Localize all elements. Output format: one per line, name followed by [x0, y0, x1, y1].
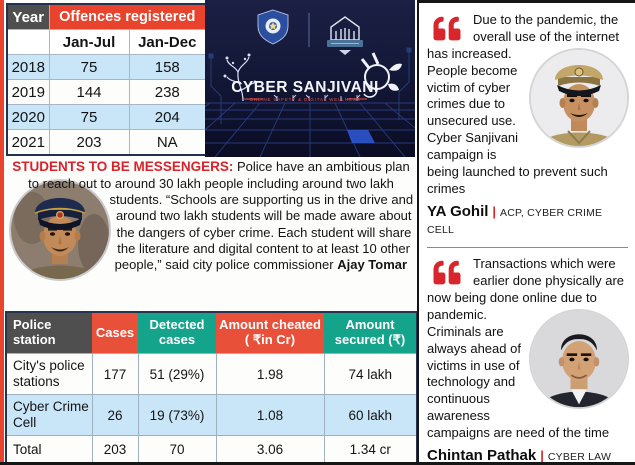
table-cell: City's police stations — [5, 353, 93, 395]
table-cell: 144 — [48, 79, 130, 105]
expert-avatar — [528, 308, 630, 414]
table-row: 2019 144 238 — [6, 79, 207, 105]
table-cell: 158 — [128, 54, 207, 80]
table-cell: 203 — [91, 435, 139, 465]
table-cell: NA — [128, 129, 207, 156]
quote-block-gohil: Due to the pandemic, the overall use of — [427, 12, 630, 238]
table-cell: 204 — [128, 104, 207, 130]
col-header: Amount secured (₹) — [324, 312, 417, 354]
table-cell: 1.34 cr — [323, 435, 418, 465]
table-cell: 2020 — [6, 104, 50, 130]
attribution-separator: | — [492, 203, 497, 219]
students-text: Police have an ambitious plan to — [28, 159, 410, 191]
table-cell: 3.06 — [215, 435, 325, 465]
table-cell: 2018 — [6, 54, 50, 80]
table-cell: 2021 — [6, 129, 50, 156]
table-row: City's police stations 177 51 (29%) 1.98… — [5, 353, 418, 395]
table-cell: 74 lakh — [323, 353, 418, 395]
table-cell: 203 — [48, 129, 130, 156]
banner-tagline: ONLINE SAFETY & DIGITAL WELLNESS — [249, 97, 360, 102]
table-cell: 75 — [48, 104, 130, 130]
table-row: 2018 75 158 — [6, 54, 207, 80]
col-header: Cases — [92, 312, 138, 354]
table-header-row: Police station Cases Detected cases Amou… — [6, 312, 417, 354]
table-cell: 1.08 — [215, 394, 325, 436]
table-row: 2020 75 204 — [6, 104, 207, 130]
speaker-name: YA Gohil — [427, 202, 489, 220]
left-accent-bar — [0, 0, 4, 465]
table-cell: 60 lakh — [323, 394, 418, 436]
speaker-role: CYBER LAW EXPERT — [547, 450, 612, 463]
attribution: Chintan Pathak|CYBER LAW EXPERT — [427, 442, 630, 465]
students-lead: STUDENTS TO BE MESSENGERS: — [12, 159, 234, 174]
speaker-role: ACP, CYBER CRIME CELL — [427, 206, 603, 237]
quotes-column: Due to the pandemic, the overall use of — [417, 0, 635, 465]
table-cell: 70 — [137, 435, 217, 465]
table-cell: 2019 — [6, 79, 50, 105]
quote-left-icon — [427, 15, 467, 42]
empty-cell — [6, 29, 50, 55]
table-row: Cyber Crime Cell 26 19 (73%) 1.08 60 lak… — [5, 394, 418, 436]
students-note: STUDENTS TO BE MESSENGERS: Police have a… — [8, 159, 414, 292]
table-cell: 19 (73%) — [137, 394, 217, 436]
year-header: Year — [6, 3, 50, 30]
attribution: YA Gohil | ACP, CYBER CRIME CELL — [427, 198, 630, 238]
attribution-separator: | — [540, 447, 544, 463]
offences-table: Year Offences registered Jan-Jul Jan-Dec… — [6, 3, 208, 156]
stations-table: Police station Cases Detected cases Amou… — [5, 311, 418, 465]
heritage-gate-icon — [327, 16, 363, 55]
table-cell: Cyber Crime Cell — [5, 394, 93, 436]
table-cell: Total — [5, 435, 93, 465]
offences-title: Offences registered — [48, 3, 207, 30]
quote-text: pandemic. Criminals are always ahead of … — [427, 306, 610, 441]
col-header: Detected cases — [138, 312, 216, 354]
col-header: Police station — [6, 312, 92, 354]
col-header: Jan-Dec — [128, 29, 207, 55]
table-cell: 238 — [128, 79, 207, 105]
commissioner-avatar — [8, 178, 112, 290]
quote-text: Transactions which were earlier done phy… — [427, 256, 625, 305]
table-row: Total 203 70 3.06 1.34 cr — [5, 435, 418, 465]
table-cell: 177 — [91, 353, 139, 395]
quote-text: Due to the pandemic, the overall use of — [473, 12, 619, 44]
quote-text: the internet has increased. People becom… — [427, 28, 619, 196]
quote-divider — [427, 247, 628, 249]
power-plug-icon — [360, 52, 402, 98]
table-cell: 51 (29%) — [137, 353, 217, 395]
banner-title: CYBER SANJIVANI — [231, 79, 379, 96]
grid-floor — [205, 102, 415, 157]
bottom-border — [0, 462, 635, 465]
speaker-name: Chintan Pathak — [427, 446, 537, 464]
table-cell: 75 — [48, 54, 130, 80]
table-cell: 1.98 — [215, 353, 325, 395]
quote-left-icon — [427, 259, 467, 286]
col-header: Amount cheated ( ₹in Cr) — [216, 312, 324, 354]
circuit-tree-icon — [223, 53, 257, 102]
col-header: Jan-Jul — [48, 29, 130, 55]
table-row: 2021 203 NA — [6, 129, 207, 156]
cyber-sanjivani-banner: CYBER SANJIVANI ONLINE SAFETY & DIGITAL … — [205, 0, 415, 157]
officer-avatar — [528, 47, 630, 153]
quote-block-pathak: Transactions which were earlier done phy… — [427, 256, 630, 465]
commissioner-name: Ajay Tomar — [337, 257, 408, 273]
police-shield-icon — [257, 9, 289, 45]
students-text: reach out to around 30 lakh people inclu… — [42, 175, 414, 273]
table-cell: 26 — [91, 394, 139, 436]
